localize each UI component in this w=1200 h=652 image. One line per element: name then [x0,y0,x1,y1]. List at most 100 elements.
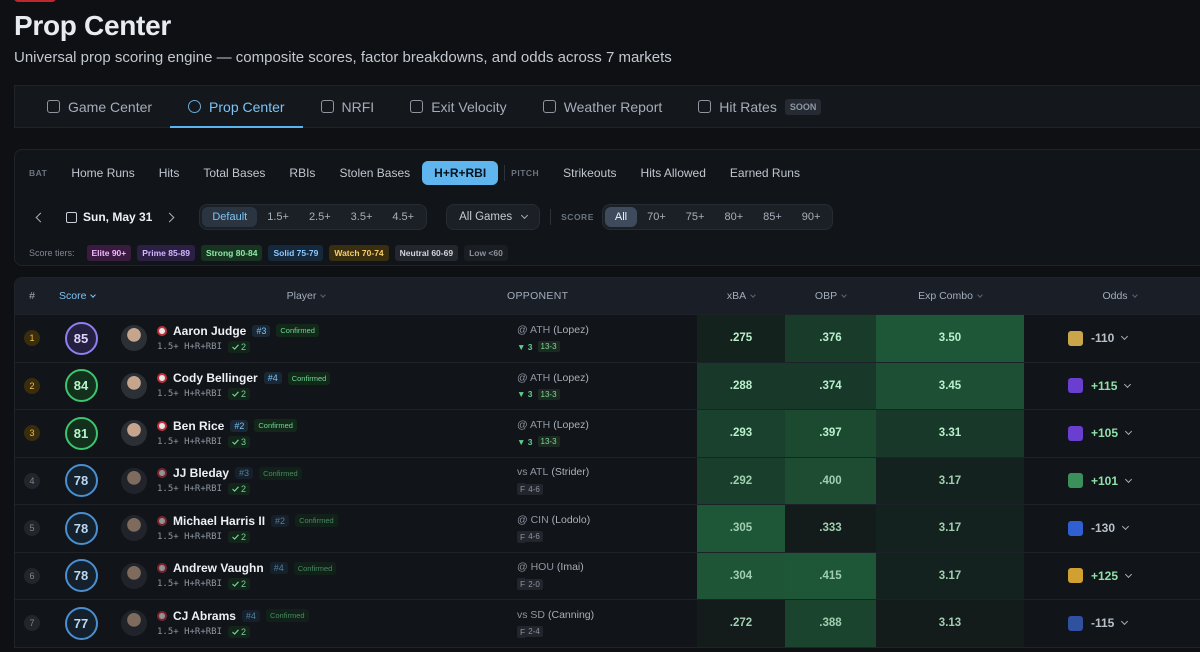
streak-badge: 3 [228,435,251,448]
table-row[interactable]: 3 81 Ben Rice #2 Confirmed 1.5+ H+R+RBI 3 @ ATH… [15,409,1200,457]
table-row[interactable]: 1 85 Aaron Judge #3 Confirmed 1.5+ H+R+RBI 2 @ … [15,314,1200,362]
odds-expand[interactable] [1121,523,1130,531]
market-button[interactable]: Earned Runs [729,166,800,180]
date-label[interactable]: Sun, May 31 [83,210,153,224]
odds-cell: +115 [1024,363,1200,410]
opponent-team: vs ATL [517,466,549,479]
column-header[interactable]: xBA [697,290,785,302]
xba-cell: .288 [697,362,785,409]
player-name: Michael Harris II [173,513,266,528]
pitcher-record: 4-6 [525,483,543,495]
line-button[interactable]: 1.5+ [267,211,289,223]
sort-icon [977,292,983,298]
odds-value[interactable]: -110 [1091,331,1115,346]
section-label: BAT [29,168,48,178]
tab[interactable]: Exit Velocity [392,86,524,127]
tab[interactable]: NRFI [303,86,393,127]
games-dropdown[interactable]: All Games [446,204,541,230]
score-button[interactable]: All [604,207,638,227]
column-header[interactable]: OPPONENT [499,290,697,302]
score-button[interactable]: 80+ [724,211,744,223]
odds-expand[interactable] [1124,380,1132,388]
pitcher-note: ▼ 3 [517,436,533,447]
player-avatar [121,515,147,542]
column-header[interactable]: Score [49,290,113,302]
player-info: CJ Abrams #4 Confirmed 1.5+ H+R+RBI 2 [157,609,309,638]
column-header[interactable]: Odds [1024,290,1200,302]
table-row[interactable]: 5 78 Michael Harris II #2 Confirmed 1.5+ H+R+… [15,504,1200,552]
sportsbook-logo [1068,473,1083,489]
prop-label: 1.5+ H+R+RBI [157,341,223,352]
market-button[interactable]: RBIs [289,166,316,180]
market-button[interactable]: Stolen Bases [339,166,411,180]
tab[interactable]: Weather Report [525,86,681,127]
pitcher-note: F [517,483,526,496]
market-button[interactable]: Hits Allowed [640,166,706,180]
exp-cell: 3.17 [876,552,1024,599]
score-button[interactable]: 70+ [647,211,666,223]
player-cell: JJ Bleday #3 Confirmed 1.5+ H+R+RBI 2 [113,458,499,505]
obp-cell: .374 [785,362,876,409]
table-row[interactable]: 2 84 Cody Bellinger #4 Confirmed 1.5+ H+R+RBI… [15,361,1200,410]
pitcher-note: F [517,578,526,591]
player-info: Ben Rice #2 Confirmed 1.5+ H+R+RBI 3 [157,419,297,448]
prev-day[interactable] [35,212,46,222]
odds-expand[interactable] [1121,618,1129,626]
odds-expand[interactable] [1124,570,1133,578]
player-info: Michael Harris II #2 Confirmed 1.5+ H+R+RBI… [157,514,338,543]
column-header[interactable]: Player [113,290,499,302]
opponent-team: @ CIN [517,513,549,526]
market-button[interactable]: H+R+RBI [422,161,499,185]
odds-expand[interactable] [1124,428,1133,436]
sort-icon [90,292,97,298]
table-row[interactable]: 6 78 Andrew Vaughn #4 Confirmed 1.5+ H+R+RBI 2… [15,551,1200,599]
odds-value[interactable]: -115 [1091,616,1115,631]
tab[interactable]: Hit Rates SOON [680,86,839,127]
line-button[interactable]: 2.5+ [308,211,331,223]
table-row[interactable]: 7 77 CJ Abrams #4 Confirmed 1.5+ H+R+RBI 2 vs S… [15,599,1200,647]
check-icon [232,439,239,445]
score-cell: 78 [49,458,113,505]
prop-line: 1.5+ H+R+RBI 2 [157,388,330,401]
odds-value[interactable]: +105 [1091,426,1119,441]
odds-expand[interactable] [1121,333,1129,341]
tab-label: Weather Report [563,98,663,115]
market-button[interactable]: Hits [158,166,180,180]
sportsbook-logo [1068,520,1083,536]
score-button[interactable]: 85+ [763,211,782,223]
line-button[interactable]: 3.5+ [350,211,373,223]
tab[interactable]: Prop Center [170,86,304,128]
score-button[interactable]: 75+ [685,211,705,223]
tab[interactable]: Game Center [29,86,170,127]
score-ring: 81 [64,416,98,450]
tab-label: Prop Center [209,98,285,115]
table-row[interactable]: 4 78 JJ Bleday #3 Confirmed 1.5+ H+R+RBI 2 vs A… [15,456,1200,505]
odds-value[interactable]: -130 [1091,521,1116,536]
odds-cell: -115 [1024,600,1200,647]
exp-cell: 3.17 [876,505,1024,552]
market-button[interactable]: Home Runs [71,166,135,180]
rank-cell: 2 [15,363,49,410]
lineup-slot: #4 [241,609,260,622]
market-button[interactable]: Strikeouts [563,166,617,180]
opposing-pitcher: (Imai) [556,561,584,574]
player-line: Aaron Judge #3 Confirmed [157,324,319,338]
player-name: Ben Rice [173,418,225,433]
odds-expand[interactable] [1124,475,1133,483]
line-button[interactable]: Default [202,207,258,227]
next-day[interactable] [164,212,175,222]
pitcher-line: F 4-6 [517,530,590,543]
section-label: PITCH [511,168,540,178]
line-button[interactable]: 4.5+ [392,211,415,223]
column-label: OPPONENT [507,290,569,302]
odds-value[interactable]: +115 [1091,378,1118,393]
score-button[interactable]: 90+ [801,211,821,223]
player-line: JJ Bleday #3 Confirmed [157,466,302,480]
column-header[interactable]: OBP [785,290,876,302]
market-button[interactable]: Total Bases [203,166,266,180]
odds-value[interactable]: +101 [1091,473,1119,488]
obp-cell: .397 [785,410,876,457]
column-header[interactable]: Exp Combo [876,290,1024,302]
odds-value[interactable]: +125 [1091,568,1119,583]
lineup-status: Confirmed [276,324,319,338]
